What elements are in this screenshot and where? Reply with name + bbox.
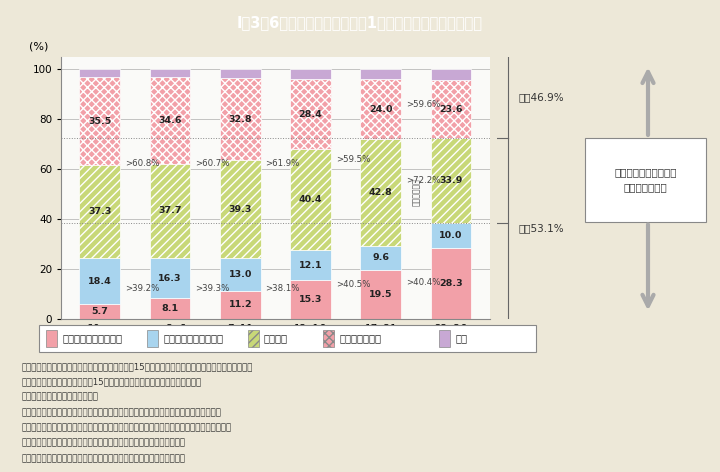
Text: 34.6: 34.6 (158, 116, 182, 125)
Bar (150, 164, 190, 258)
Text: (子供の出生年): (子供の出生年) (490, 342, 535, 352)
Text: >61.9%: >61.9% (266, 159, 300, 168)
Text: 10.0: 10.0 (439, 231, 463, 240)
Text: 39.3: 39.3 (228, 205, 252, 214)
Text: 37.7: 37.7 (158, 206, 182, 215)
Bar (150, 298, 190, 319)
Text: 13.0: 13.0 (228, 270, 252, 279)
Text: 無職46.9%: 無職46.9% (518, 93, 564, 102)
Text: 37.3: 37.3 (88, 208, 112, 217)
Bar (361, 270, 401, 319)
Bar (431, 223, 472, 248)
Bar (150, 77, 190, 164)
Text: ２．第１子が１歳以上15歳未満の初婚どうしの夫婦について集計。: ２．第１子が１歳以上15歳未満の初婚どうしの夫婦について集計。 (22, 378, 202, 387)
Bar (220, 69, 261, 78)
Text: 12.1: 12.1 (299, 261, 323, 270)
Bar (290, 79, 331, 150)
Text: >59.5%: >59.5% (336, 155, 370, 164)
Text: 19.5: 19.5 (369, 290, 392, 299)
Text: 出産退職　　　　　　－妊娠判明時就業～子供１歳時無職: 出産退職 －妊娠判明時就業～子供１歳時無職 (22, 438, 185, 447)
Text: 妊娠前から無職: 妊娠前から無職 (339, 333, 382, 343)
Text: 第１子出産前有職者の
出産後就業状況: 第１子出産前有職者の 出産後就業状況 (615, 168, 677, 192)
Text: 35.5: 35.5 (89, 117, 112, 126)
Text: 就業継続（育休利用）－妊娠判明時就業～育児休業取得～子供１歳時就業: 就業継続（育休利用）－妊娠判明時就業～育児休業取得～子供１歳時就業 (22, 408, 221, 417)
Text: 33.9: 33.9 (439, 176, 463, 185)
Text: 28.3: 28.3 (439, 279, 463, 288)
Bar (431, 248, 472, 319)
FancyBboxPatch shape (147, 330, 158, 347)
Text: 出産前有職者: 出産前有職者 (412, 179, 421, 206)
Text: 就業継続（育休利用）: 就業継続（育休利用） (62, 333, 122, 343)
Bar (150, 258, 190, 298)
FancyBboxPatch shape (248, 330, 258, 347)
Text: 32.8: 32.8 (228, 115, 252, 124)
Text: 28.4: 28.4 (299, 110, 323, 118)
FancyBboxPatch shape (323, 330, 334, 347)
Text: 出産退職: 出産退職 (264, 333, 288, 343)
Bar (290, 69, 331, 79)
Bar (79, 69, 120, 77)
Text: 妊娠前から無職　　　－妊娠判明時無職～子供１歳時無職: 妊娠前から無職 －妊娠判明時無職～子供１歳時無職 (22, 454, 185, 463)
Text: （備考）１．国立社会保障・人口問題研究所「第15回出生動向基本調査（夫婦調査）」より作成。: （備考）１．国立社会保障・人口問題研究所「第15回出生動向基本調査（夫婦調査）」… (22, 362, 253, 371)
Text: I－3－6図　子供の出生年別第1子出産前後の妻の就業経歴: I－3－6図 子供の出生年別第1子出産前後の妻の就業経歴 (237, 15, 483, 30)
Bar (290, 150, 331, 250)
Text: 不詳: 不詳 (455, 333, 467, 343)
Bar (220, 160, 261, 258)
FancyBboxPatch shape (39, 326, 536, 353)
Text: 8.1: 8.1 (161, 304, 179, 313)
Text: 5.7: 5.7 (91, 307, 108, 316)
Text: (%): (%) (29, 42, 48, 51)
Bar (220, 291, 261, 319)
Bar (290, 250, 331, 280)
Text: >40.5%: >40.5% (336, 280, 370, 289)
Bar (220, 258, 261, 291)
Text: 42.8: 42.8 (369, 188, 392, 197)
Bar (361, 246, 401, 270)
Bar (431, 69, 472, 80)
Bar (220, 78, 261, 160)
Text: >40.4%: >40.4% (406, 278, 441, 287)
Bar (361, 69, 401, 79)
Text: 就業継続（育休なし）－妊娠判明時就業～育児休業取得なし～子供１歳時就業: 就業継続（育休なし）－妊娠判明時就業～育児休業取得なし～子供１歳時就業 (22, 423, 232, 432)
Text: 9.6: 9.6 (372, 253, 390, 262)
Bar (150, 69, 190, 77)
FancyBboxPatch shape (439, 330, 450, 347)
Bar (79, 259, 120, 304)
Text: 11.2: 11.2 (228, 300, 252, 309)
Bar (431, 80, 472, 138)
Text: 15.3: 15.3 (299, 295, 323, 304)
Text: ３．出産前後の就業経歴: ３．出産前後の就業経歴 (22, 393, 98, 402)
Text: >72.2%: >72.2% (406, 176, 441, 185)
Text: 有職53.1%: 有職53.1% (518, 224, 564, 234)
Text: >39.3%: >39.3% (195, 284, 230, 293)
Text: 40.4: 40.4 (299, 195, 323, 204)
Bar (431, 138, 472, 223)
Text: 18.4: 18.4 (88, 277, 112, 286)
Text: 24.0: 24.0 (369, 105, 392, 114)
Bar (79, 77, 120, 165)
Text: 23.6: 23.6 (439, 104, 463, 114)
Bar (290, 280, 331, 319)
Text: >39.2%: >39.2% (125, 284, 160, 293)
FancyBboxPatch shape (585, 138, 706, 222)
Text: >60.7%: >60.7% (195, 159, 230, 168)
Text: >59.6%: >59.6% (406, 100, 441, 109)
FancyBboxPatch shape (46, 330, 57, 347)
Text: >60.8%: >60.8% (125, 159, 160, 169)
Bar (79, 304, 120, 319)
Text: >38.1%: >38.1% (266, 284, 300, 293)
Bar (361, 139, 401, 246)
Text: 16.3: 16.3 (158, 274, 182, 283)
Bar (361, 79, 401, 139)
Text: 就業継続（育休なし）: 就業継続（育休なし） (163, 333, 223, 343)
Bar (79, 165, 120, 259)
